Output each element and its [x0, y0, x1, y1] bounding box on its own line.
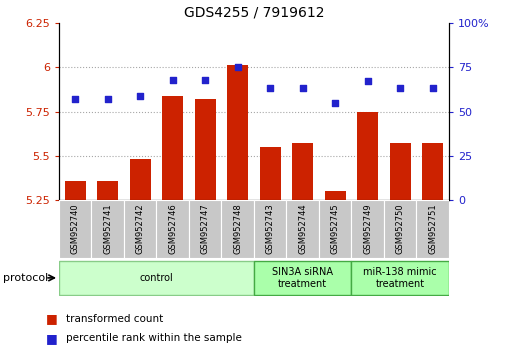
- Bar: [357, 112, 378, 200]
- Text: SIN3A siRNA
treatment: SIN3A siRNA treatment: [272, 267, 333, 289]
- Bar: [189, 200, 222, 258]
- Point: [266, 86, 274, 91]
- Bar: [351, 200, 384, 258]
- Text: GSM952746: GSM952746: [168, 203, 177, 254]
- Text: GSM952750: GSM952750: [396, 203, 405, 253]
- Point: [136, 93, 144, 98]
- Point: [71, 96, 80, 102]
- Title: GDS4255 / 7919612: GDS4255 / 7919612: [184, 5, 324, 19]
- Text: GSM952747: GSM952747: [201, 203, 210, 254]
- Point: [428, 86, 437, 91]
- Text: protocol: protocol: [3, 273, 48, 283]
- Text: miR-138 mimic
treatment: miR-138 mimic treatment: [363, 267, 437, 289]
- Text: ■: ■: [46, 312, 58, 325]
- Point: [104, 96, 112, 102]
- Text: GSM952740: GSM952740: [71, 203, 80, 253]
- Point: [299, 86, 307, 91]
- Bar: [156, 200, 189, 258]
- Text: GSM952744: GSM952744: [298, 203, 307, 253]
- Bar: [194, 99, 216, 200]
- Bar: [292, 143, 313, 200]
- Bar: [325, 191, 346, 200]
- Text: GSM952743: GSM952743: [266, 203, 274, 254]
- Bar: [162, 96, 183, 200]
- Bar: [384, 200, 417, 258]
- Text: GSM952751: GSM952751: [428, 203, 437, 253]
- Point: [233, 64, 242, 70]
- Text: GSM952745: GSM952745: [331, 203, 340, 253]
- Text: GSM952741: GSM952741: [103, 203, 112, 253]
- Text: GSM952742: GSM952742: [136, 203, 145, 253]
- Bar: [254, 261, 351, 295]
- Point: [396, 86, 404, 91]
- Bar: [254, 200, 286, 258]
- Point: [364, 79, 372, 84]
- Bar: [222, 200, 254, 258]
- Bar: [351, 261, 449, 295]
- Text: transformed count: transformed count: [66, 314, 163, 324]
- Bar: [422, 143, 443, 200]
- Bar: [417, 200, 449, 258]
- Bar: [65, 181, 86, 200]
- Bar: [319, 200, 351, 258]
- Bar: [286, 200, 319, 258]
- Bar: [97, 181, 119, 200]
- Point: [169, 77, 177, 82]
- Text: GSM952748: GSM952748: [233, 203, 242, 254]
- Point: [331, 100, 339, 105]
- Bar: [389, 143, 411, 200]
- Text: ■: ■: [46, 332, 58, 344]
- Bar: [227, 65, 248, 200]
- Point: [201, 77, 209, 82]
- Bar: [59, 261, 254, 295]
- Bar: [91, 200, 124, 258]
- Text: GSM952749: GSM952749: [363, 203, 372, 253]
- Text: percentile rank within the sample: percentile rank within the sample: [66, 333, 242, 343]
- Text: control: control: [140, 273, 173, 283]
- Bar: [130, 159, 151, 200]
- Bar: [260, 147, 281, 200]
- Bar: [124, 200, 156, 258]
- Bar: [59, 200, 91, 258]
